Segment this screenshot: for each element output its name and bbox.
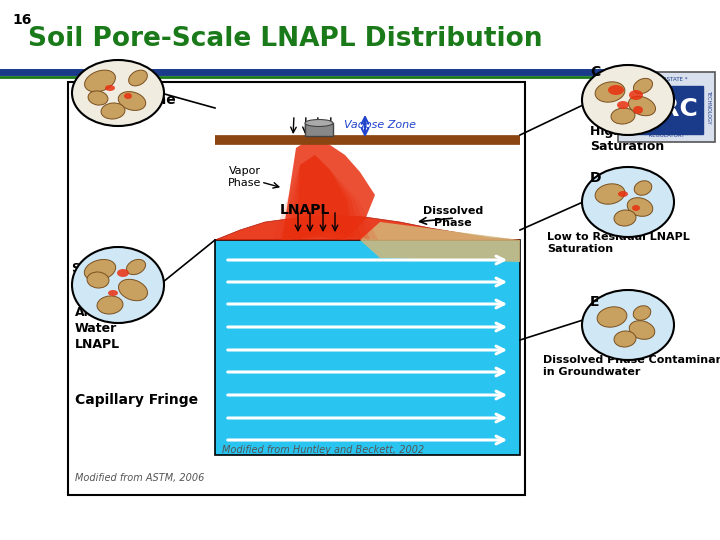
Text: Vadose Zone: Vadose Zone <box>75 93 176 107</box>
Text: LNAPL: LNAPL <box>75 338 120 350</box>
Ellipse shape <box>117 269 129 277</box>
Ellipse shape <box>611 108 635 124</box>
Text: Soil Grain: Soil Grain <box>72 261 140 274</box>
Text: 16: 16 <box>12 13 32 27</box>
Ellipse shape <box>97 296 123 314</box>
Ellipse shape <box>632 205 640 211</box>
Ellipse shape <box>87 272 109 288</box>
Text: * REGULATORY *: * REGULATORY * <box>644 133 689 138</box>
Ellipse shape <box>105 85 115 91</box>
Ellipse shape <box>118 92 145 110</box>
FancyBboxPatch shape <box>630 86 703 134</box>
Text: Capillary Fringe: Capillary Fringe <box>75 393 198 407</box>
Text: B: B <box>75 289 86 303</box>
Ellipse shape <box>614 331 636 347</box>
Text: Low to Residual LNAPL
Saturation: Low to Residual LNAPL Saturation <box>547 232 690 254</box>
Ellipse shape <box>101 103 125 119</box>
Text: D: D <box>590 171 601 185</box>
Text: A: A <box>80 80 91 94</box>
Ellipse shape <box>84 260 116 280</box>
Text: Water: Water <box>75 321 117 334</box>
Ellipse shape <box>617 101 629 109</box>
Ellipse shape <box>629 321 654 339</box>
Ellipse shape <box>633 106 643 114</box>
Text: COUNCIL: COUNCIL <box>622 96 627 118</box>
Text: * INTERSTATE *: * INTERSTATE * <box>646 77 688 82</box>
Text: Air: Air <box>75 306 95 319</box>
Text: ITRC: ITRC <box>634 97 698 121</box>
Ellipse shape <box>72 60 164 126</box>
Ellipse shape <box>84 70 115 92</box>
Ellipse shape <box>634 78 652 93</box>
Text: Vapor
Phase: Vapor Phase <box>228 166 261 188</box>
Ellipse shape <box>627 198 653 217</box>
Ellipse shape <box>634 181 652 195</box>
Polygon shape <box>280 155 370 240</box>
Ellipse shape <box>597 307 627 327</box>
Text: C: C <box>590 65 600 79</box>
Polygon shape <box>360 222 520 262</box>
Text: E: E <box>590 295 600 309</box>
Text: Dissolved
Phase: Dissolved Phase <box>423 206 483 228</box>
Ellipse shape <box>129 70 148 86</box>
Ellipse shape <box>72 247 164 323</box>
Text: Modified from Huntley and Beckett, 2002: Modified from Huntley and Beckett, 2002 <box>222 445 424 455</box>
Ellipse shape <box>614 210 636 226</box>
Ellipse shape <box>582 290 674 360</box>
Ellipse shape <box>618 191 628 197</box>
Polygon shape <box>272 155 378 240</box>
Ellipse shape <box>633 306 651 320</box>
Ellipse shape <box>595 184 625 204</box>
Text: TECHNOLOGY: TECHNOLOGY <box>706 90 711 124</box>
Ellipse shape <box>127 259 145 275</box>
Text: Soil Pore-Scale LNAPL Distribution: Soil Pore-Scale LNAPL Distribution <box>28 26 542 52</box>
Ellipse shape <box>108 290 118 296</box>
FancyBboxPatch shape <box>618 72 715 142</box>
Ellipse shape <box>582 167 674 237</box>
Text: Vadose Zone: Vadose Zone <box>344 120 416 130</box>
Polygon shape <box>288 155 362 240</box>
Ellipse shape <box>88 91 108 105</box>
Text: Dissolved Phase Contaminants
in Groundwater: Dissolved Phase Contaminants in Groundwa… <box>543 355 720 376</box>
FancyBboxPatch shape <box>68 82 525 495</box>
Ellipse shape <box>119 279 148 301</box>
FancyBboxPatch shape <box>215 240 520 455</box>
Ellipse shape <box>124 93 132 99</box>
Ellipse shape <box>305 119 333 126</box>
Text: High LNAPL
Saturation: High LNAPL Saturation <box>590 125 672 153</box>
FancyBboxPatch shape <box>305 123 333 136</box>
Ellipse shape <box>582 65 674 135</box>
Polygon shape <box>296 155 354 240</box>
Ellipse shape <box>629 90 643 100</box>
Text: LNAPL: LNAPL <box>280 203 330 217</box>
Polygon shape <box>215 215 520 240</box>
Ellipse shape <box>608 85 624 95</box>
Ellipse shape <box>629 96 655 116</box>
Ellipse shape <box>595 82 625 102</box>
Text: Modified from ASTM, 2006: Modified from ASTM, 2006 <box>75 473 204 483</box>
Polygon shape <box>282 140 375 240</box>
